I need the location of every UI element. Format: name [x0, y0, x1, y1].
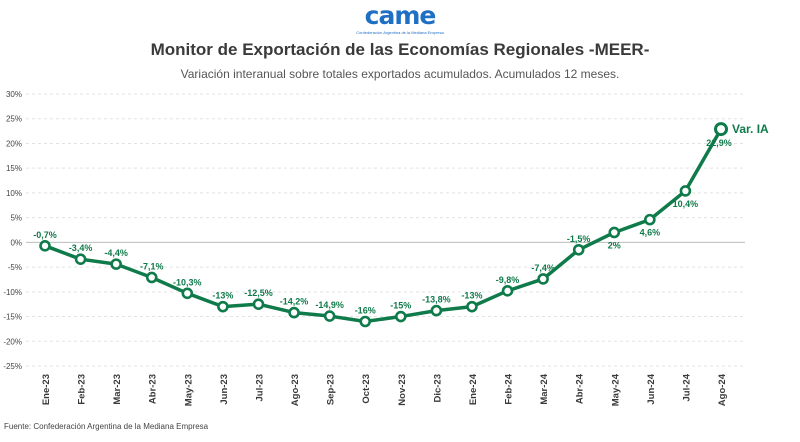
- logo-subtext: Confederación Argentina de la Mediana Em…: [356, 30, 444, 35]
- x-tick-label: Ene-24: [468, 373, 479, 405]
- data-point: [110, 258, 122, 270]
- y-tick-label: 20%: [6, 139, 22, 148]
- data-point: [74, 253, 87, 265]
- data-point: [288, 306, 300, 319]
- data-point: [644, 213, 656, 226]
- data-label: -0,7%: [33, 230, 57, 240]
- data-label: 10,4%: [673, 199, 699, 209]
- x-tick-label: Mar-23: [112, 374, 123, 405]
- x-tick-label: Dic-23: [432, 374, 443, 403]
- data-point: [359, 315, 372, 328]
- y-tick-label: -15%: [3, 313, 22, 322]
- logo-wordmark: came: [364, 1, 437, 30]
- data-point: [679, 185, 692, 197]
- y-tick-label: 10%: [6, 189, 22, 198]
- data-label: -10,3%: [173, 277, 202, 287]
- chart-title: Monitor de Exportación de las Economías …: [150, 40, 650, 59]
- data-label: -3,4%: [69, 243, 93, 253]
- data-point: [430, 304, 443, 317]
- data-label: 4,6%: [640, 228, 661, 238]
- data-label: -4,4%: [104, 248, 128, 258]
- x-tick-label: Feb-23: [77, 374, 88, 405]
- x-tick-label: Jul-23: [254, 374, 265, 401]
- data-point: [394, 310, 407, 323]
- data-point: [608, 226, 621, 239]
- x-tick-label: Jun-23: [219, 374, 230, 405]
- data-label: -14,9%: [315, 300, 344, 310]
- data-point: [466, 300, 478, 313]
- data-label: -15%: [390, 301, 411, 311]
- x-tick-label: Sep-23: [326, 374, 337, 405]
- data-point: [572, 243, 585, 256]
- y-tick-label: 5%: [10, 214, 22, 223]
- y-tick-label: -25%: [3, 362, 22, 371]
- y-tick-label: -20%: [3, 337, 22, 346]
- data-point: [537, 273, 549, 285]
- came-logo: came Confederación Argentina de la Media…: [356, 1, 443, 38]
- x-tick-label: Jun-24: [646, 373, 657, 404]
- data-label: 2%: [608, 240, 621, 250]
- data-point: [39, 240, 51, 252]
- x-tick-label: May-23: [183, 374, 194, 406]
- data-label: -9,8%: [496, 275, 520, 285]
- data-label: -1,5%: [567, 234, 591, 244]
- x-tick-label: Ago-23: [290, 374, 301, 406]
- y-tick-label: 15%: [6, 164, 22, 173]
- x-tick-label: Ago-24: [717, 373, 728, 406]
- y-tick-label: 30%: [6, 90, 22, 99]
- series-name-label: Var. IA: [732, 122, 769, 136]
- y-tick-label: -10%: [3, 288, 22, 297]
- x-tick-label: Feb-24: [504, 373, 515, 404]
- y-tick-label: 25%: [6, 115, 22, 124]
- x-tick-label: Abr-24: [575, 373, 586, 404]
- data-point: [145, 271, 158, 284]
- data-label: -7,4%: [531, 263, 555, 273]
- chart-subtitle: Variación interanual sobre totales expor…: [180, 67, 620, 81]
- data-point: [181, 287, 194, 300]
- x-tick-label: Oct-23: [361, 374, 372, 404]
- data-point: [501, 285, 514, 297]
- y-tick-label: 0%: [10, 238, 22, 247]
- data-label: -12,5%: [244, 288, 273, 298]
- data-label: -16%: [355, 305, 376, 315]
- x-tick-label: Ene-23: [41, 374, 52, 405]
- data-point: [323, 310, 336, 322]
- data-label: -14,2%: [280, 297, 309, 307]
- data-label: 22,9%: [706, 138, 732, 148]
- series-line-var-ia: [43, 127, 723, 324]
- data-label: -13%: [461, 291, 482, 301]
- y-tick-label: -5%: [8, 263, 22, 272]
- x-tick-label: Abr-23: [148, 374, 159, 404]
- data-point: [252, 298, 265, 310]
- x-tick-label: Jul-24: [681, 373, 692, 401]
- data-label: -7,1%: [140, 261, 164, 271]
- data-label: -13,8%: [422, 295, 451, 305]
- source-note: Fuente: Confederación Argentina de la Me…: [4, 422, 209, 431]
- data-point: [217, 300, 229, 313]
- x-tick-label: Nov-23: [397, 374, 408, 406]
- x-tick-label: Mar-24: [539, 373, 550, 404]
- data-point: [714, 122, 728, 137]
- x-tick-label: May-24: [610, 373, 621, 406]
- data-label: -13%: [212, 291, 233, 301]
